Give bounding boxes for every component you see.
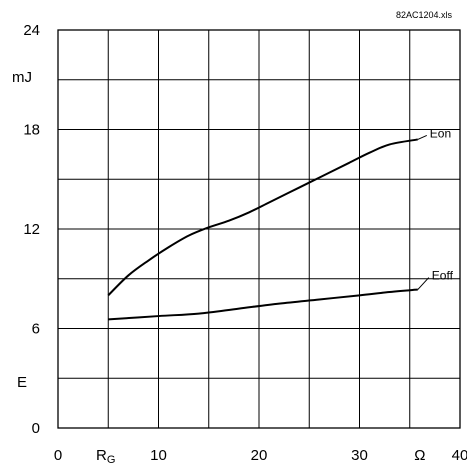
grid (58, 30, 460, 428)
y-axis-symbol: E (17, 374, 27, 391)
x-tick-label: 10 (150, 447, 167, 464)
x-axis-unit: Ω (414, 447, 425, 464)
series-leader-eoff (417, 277, 430, 290)
series-layer: Eon Eoff (107, 126, 454, 321)
y-tick-label: 12 (23, 221, 40, 238)
series-line-eoff (108, 288, 418, 321)
x-axis-symbol-subscript: G (107, 454, 116, 466)
y-tick-label: 24 (23, 22, 40, 39)
x-tick-label: 20 (251, 447, 268, 464)
y-tick-label: 6 (32, 321, 40, 338)
plot-frame (57, 29, 461, 429)
x-axis-symbol-main: R (96, 447, 107, 464)
series-label-eon: Eon (430, 126, 451, 140)
x-tick-label: 30 (351, 447, 368, 464)
y-tick-label: 18 (23, 122, 40, 139)
y-tick-label: 0 (32, 420, 40, 437)
x-axis-symbol: RG (96, 447, 115, 466)
y-axis-unit: mJ (12, 69, 32, 86)
x-tick-label: 0 (54, 447, 62, 464)
file-label: 82AC1204.xls (396, 10, 453, 20)
series-line-eon (107, 138, 418, 297)
series-leader-eon (417, 134, 427, 140)
tick-labels: 0 6 12 18 24 0 10 20 30 40 (23, 22, 467, 464)
x-tick-label: 40 (452, 447, 467, 464)
series-label-eoff: Eoff (432, 269, 454, 283)
